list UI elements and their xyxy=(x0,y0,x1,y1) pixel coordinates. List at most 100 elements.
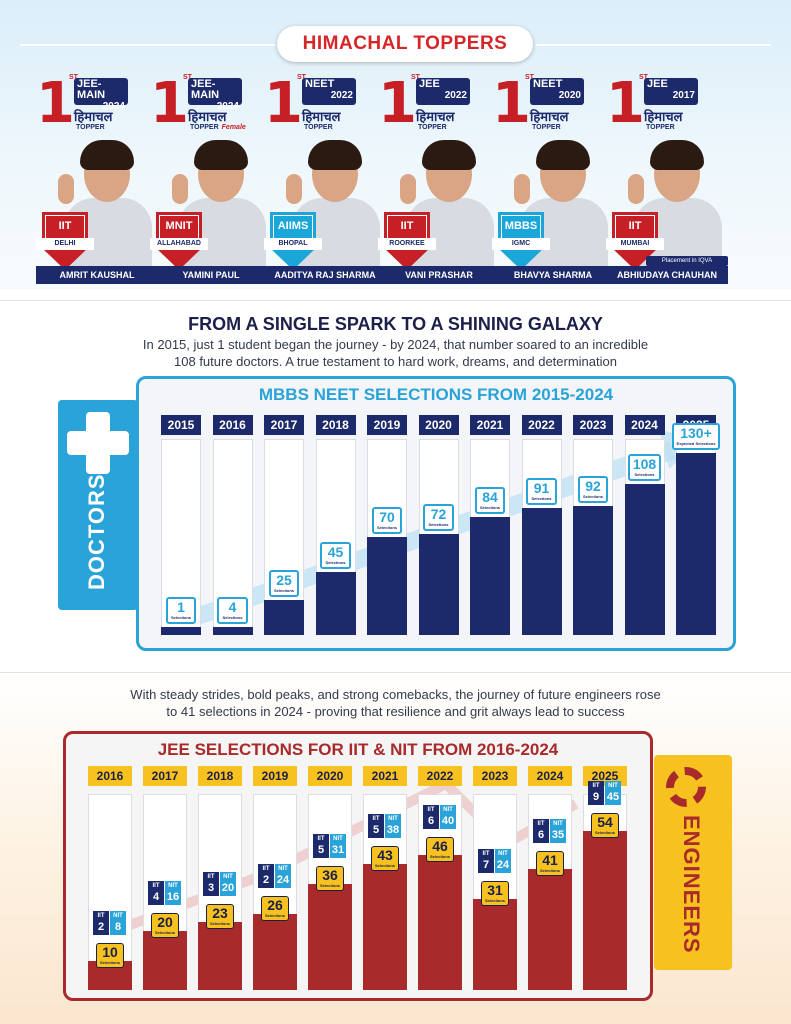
nit-label: NIT xyxy=(608,783,618,790)
student-hair xyxy=(80,140,134,170)
student-hair xyxy=(536,140,590,170)
data-label-box: 54 Selections xyxy=(590,813,619,839)
bar xyxy=(418,534,459,635)
topper-label-text: TOPPER xyxy=(190,124,219,131)
nit-count: NIT 40 xyxy=(440,804,456,829)
institute-city: IGMC xyxy=(492,238,550,250)
institute-city: ROORKEE xyxy=(378,238,436,250)
engineers-text-line1: With steady strides, bold peaks, and str… xyxy=(130,687,661,702)
data-label: 84 Selections xyxy=(464,487,516,515)
state-name: हिमाचल xyxy=(530,109,569,124)
topper-card: 1 ST NEET 2022 हिमाचल TOPPER AIIMS BHOPAL AADITY… xyxy=(264,74,386,288)
rank-suffix: ST xyxy=(411,74,420,81)
year-label: 2022 xyxy=(521,415,562,435)
doctors-label: DOCTORS xyxy=(84,473,109,590)
data-label-value: 84 xyxy=(482,489,498,506)
data-label: 130+ Expected Selections xyxy=(670,423,722,450)
bar xyxy=(315,572,356,635)
iit-nit-split: IIT 5 NIT 31 xyxy=(313,834,347,859)
jee-chart-title: JEE SELECTIONS FOR IIT & NIT FROM 2016-2… xyxy=(157,740,559,759)
iit-nit-split: IIT 2 NIT 24 xyxy=(258,863,292,888)
iit-count: IIT 6 xyxy=(423,804,439,829)
nit-count: NIT 35 xyxy=(550,819,566,844)
institute-city: MUMBAI xyxy=(606,238,664,250)
iit-nit-split: IIT 9 NIT 45 xyxy=(588,781,622,806)
iit-count: IIT 5 xyxy=(368,813,384,838)
nit-value: 24 xyxy=(276,873,290,886)
topper-label: TOPPER xyxy=(76,124,105,131)
exam-year: 2022 xyxy=(330,90,353,101)
data-label-caption: Selections xyxy=(539,868,560,874)
topper-card: 1 ST JEE 2017 हिमाचल TOPPER IIT MUMBAI Placement… xyxy=(606,74,728,288)
state-name: हिमाचल xyxy=(644,109,683,124)
bar xyxy=(264,600,304,635)
iit-count: IIT 4 xyxy=(148,881,164,906)
iit-label: IIT xyxy=(262,865,270,872)
nit-count: NIT 16 xyxy=(165,881,181,906)
iit-count: IIT 3 xyxy=(203,872,219,897)
data-label-box: 91 Selections xyxy=(526,477,557,505)
topper-label: TOPPER xyxy=(304,124,333,131)
year-label: 2016 xyxy=(88,766,132,786)
data-label: 23 Selections xyxy=(194,904,246,930)
exam-badge: NEET 2020 xyxy=(530,78,584,105)
bar xyxy=(143,931,187,990)
exam-year: 2024 xyxy=(216,101,239,112)
year-label: 2025 xyxy=(583,766,627,786)
bar xyxy=(253,913,297,990)
bar xyxy=(367,537,407,635)
topper-label-text: TOPPER xyxy=(646,124,675,131)
iit-value: 9 xyxy=(592,791,600,804)
iit-count: IIT 6 xyxy=(533,819,549,844)
rank-suffix: ST xyxy=(297,74,306,81)
topper-card: 1 ST JEE 2022 हिमाचल TOPPER IIT ROORKEE VANI PRA… xyxy=(378,74,500,288)
student-name: AADITYA RAJ SHARMA xyxy=(264,266,386,284)
doctors-side-tab: DOCTORS xyxy=(58,400,138,610)
topper-label-text: TOPPER xyxy=(532,124,561,131)
exam-badge: JEE-MAIN 2024 xyxy=(188,78,242,112)
data-label: 45 Selections xyxy=(310,542,362,569)
iit-value: 6 xyxy=(427,814,435,827)
iit-label: IIT xyxy=(317,836,325,843)
state-name: हिमाचल xyxy=(74,109,113,124)
state-name: हिमाचल xyxy=(188,109,227,124)
bar xyxy=(470,517,510,635)
topper-label-text: TOPPER xyxy=(418,124,447,131)
year-label: 2021 xyxy=(363,766,407,786)
doctors-text-line1: In 2015, just 1 student began the journe… xyxy=(142,337,649,352)
exam-badge: NEET 2022 xyxy=(302,78,356,105)
exam-badge: JEE 2022 xyxy=(416,78,470,105)
bar xyxy=(198,922,242,990)
victory-hand xyxy=(514,174,530,204)
data-label-box: 26 Selections xyxy=(260,895,289,921)
bar xyxy=(418,854,462,990)
data-label-caption: Selections xyxy=(429,853,450,859)
nit-count: NIT 20 xyxy=(220,872,236,897)
nit-label: NIT xyxy=(113,912,123,919)
data-label-caption: Selections xyxy=(264,912,285,918)
exam-badge: JEE-MAIN 2024 xyxy=(74,78,128,112)
institute-name: AIIMS xyxy=(277,220,309,232)
topper-label: TOPPER xyxy=(646,124,675,131)
data-label-caption: Selections xyxy=(99,959,120,965)
victory-hand xyxy=(172,174,188,204)
title-rule-left xyxy=(20,44,275,46)
data-label-caption: Selections xyxy=(594,830,615,836)
iit-value: 2 xyxy=(97,920,105,933)
engineers-label: ENGINEERS xyxy=(679,815,704,954)
exam-name: NEET xyxy=(533,78,563,90)
data-label-caption: Selections xyxy=(376,525,397,530)
year-label: 2024 xyxy=(624,415,665,435)
engineers-text-line2: to 41 selections in 2024 - proving that … xyxy=(166,704,625,719)
nit-label: NIT xyxy=(223,874,233,881)
data-label-value: 70 xyxy=(379,509,395,525)
topper-card: 1 ST JEE-MAIN 2024 हिमाचल TOPPER Female MNIT ALL… xyxy=(150,74,272,288)
year-label: 2018 xyxy=(315,415,356,435)
data-label-box: 1 Selections xyxy=(165,597,196,624)
nit-value: 40 xyxy=(441,814,455,827)
toppers-section: HIMACHAL TOPPERS 1 ST JEE-MAIN 2024 हिमाचल TO… xyxy=(0,0,791,290)
data-label-value: 36 xyxy=(322,867,338,884)
bar xyxy=(308,884,352,990)
year-label: 2020 xyxy=(308,766,352,786)
data-label-box: 92 Selections xyxy=(577,476,608,504)
